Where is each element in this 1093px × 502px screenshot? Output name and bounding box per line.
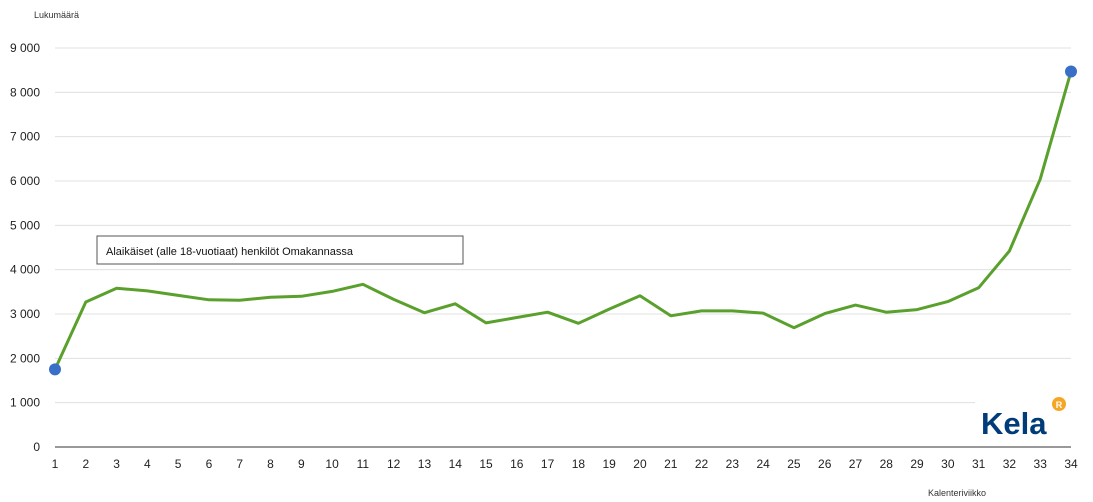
x-tick-label: 6 [206, 457, 213, 471]
x-tick-label: 29 [910, 457, 924, 471]
x-tick-label: 28 [880, 457, 894, 471]
x-tick-label: 19 [603, 457, 617, 471]
legend: Alaikäiset (alle 18-vuotiaat) henkilöt O… [96, 235, 464, 265]
series-layer [53, 70, 1073, 371]
x-tick-label: 32 [1003, 457, 1017, 471]
x-axis-title: Kalenteriviikko [928, 488, 986, 498]
legend-box [96, 235, 464, 265]
y-tick-label: 1 000 [10, 396, 40, 410]
kela-logo: Kela R [975, 393, 1073, 445]
x-tick-label: 24 [756, 457, 770, 471]
highlight-points [49, 65, 1077, 376]
x-tick-label: 25 [787, 457, 801, 471]
series-line [53, 70, 1073, 371]
x-tick-label: 5 [175, 457, 182, 471]
logo-badge [1052, 397, 1066, 411]
x-tick-label: 18 [572, 457, 586, 471]
y-tick-label: 9 000 [10, 41, 40, 55]
x-tick-label: 7 [236, 457, 243, 471]
y-tick-label: 4 000 [10, 263, 40, 277]
logo-text: Kela [981, 406, 1047, 441]
legend-label: Alaikäiset (alle 18-vuotiaat) henkilöt O… [106, 246, 354, 258]
x-tick-label: 26 [818, 457, 832, 471]
x-tick-label: 23 [726, 457, 740, 471]
x-tick-label: 4 [144, 457, 151, 471]
x-tick-label: 33 [1034, 457, 1048, 471]
x-tick-label: 2 [82, 457, 89, 471]
x-tick-label: 21 [664, 457, 678, 471]
y-tick-label: 2 000 [10, 351, 40, 365]
y-axis-ticks: 0 1 000 2 000 3 000 4 000 5 000 6 000 7 000 8 00… [10, 41, 40, 454]
y-tick-label: 6 000 [10, 174, 40, 188]
x-tick-label: 30 [941, 457, 955, 471]
x-tick-label: 11 [357, 457, 370, 471]
x-tick-label: 13 [418, 457, 432, 471]
x-tick-label: 27 [849, 457, 863, 471]
y-tick-label: 8 000 [10, 85, 40, 99]
x-tick-label: 3 [113, 457, 120, 471]
x-tick-label: 17 [541, 457, 555, 471]
x-tick-label: 15 [479, 457, 493, 471]
x-tick-label: 20 [633, 457, 647, 471]
logo-badge-letter: R [1056, 400, 1063, 410]
x-tick-label: 22 [695, 457, 709, 471]
grid-lines [55, 47, 1071, 404]
x-tick-label: 10 [325, 457, 339, 471]
y-tick-label: 0 [33, 440, 40, 454]
x-tick-label: 1 [52, 457, 59, 471]
x-tick-label: 16 [510, 457, 524, 471]
x-axis-ticks: 1 2 3 4 5 6 7 8 9 10 11 12 13 14 15 16 17 18 19 20 21 22 23 24 2… [52, 457, 1078, 471]
y-tick-label: 3 000 [10, 307, 40, 321]
x-tick-label: 31 [972, 457, 986, 471]
x-tick-label: 12 [387, 457, 401, 471]
y-tick-label: 5 000 [10, 218, 40, 232]
x-tick-label: 8 [267, 457, 274, 471]
y-tick-label: 7 000 [10, 130, 40, 144]
x-tick-label: 9 [298, 457, 305, 471]
x-tick-label: 34 [1064, 457, 1078, 471]
y-axis-title: Lukumäärä [34, 10, 79, 20]
data-point [1065, 65, 1077, 78]
data-point [49, 363, 61, 376]
x-tick-label: 14 [449, 457, 463, 471]
